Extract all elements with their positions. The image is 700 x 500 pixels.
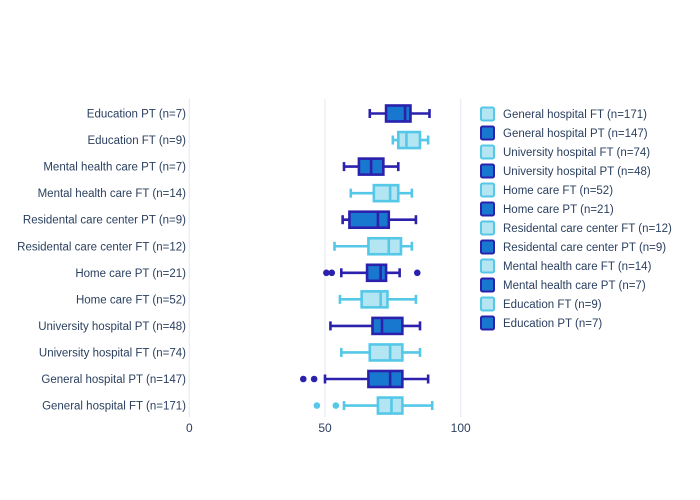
box-residental-care-center-ft-n-12[interactable] — [333, 236, 414, 256]
box-rect — [360, 290, 389, 309]
y-axis-label-education-ft-n-9: Education FT (n=9) — [87, 135, 186, 147]
y-axis-label-residental-care-center-pt-n-9: Residental care center PT (n=9) — [23, 215, 186, 227]
outlier-point — [323, 269, 330, 277]
legend-item-home-care-pt-n-21[interactable]: Home care PT (n=21) — [480, 201, 614, 217]
legend-label: Residental care center FT (n=12) — [503, 223, 672, 235]
legend-item-mental-health-care-pt-n-7[interactable]: Mental health care PT (n=7) — [480, 277, 646, 293]
box-rect — [367, 236, 403, 256]
legend-label: General hospital FT (n=171) — [503, 109, 647, 121]
legend-label: University hospital PT (n=48) — [503, 166, 651, 178]
box-university-hospital-ft-n-74[interactable] — [339, 343, 422, 362]
box-university-hospital-pt-n-48[interactable] — [329, 316, 422, 336]
legend-item-education-pt-n-7[interactable]: Education PT (n=7) — [480, 315, 602, 331]
legend-item-residental-care-center-pt-n-9[interactable]: Residental care center PT (n=9) — [480, 239, 666, 255]
legend-item-mental-health-care-ft-n-14[interactable]: Mental health care FT (n=14) — [480, 258, 652, 274]
box-general-hospital-ft-n-171[interactable] — [313, 396, 434, 415]
legend-swatch — [480, 201, 495, 217]
box-home-care-pt-n-21[interactable] — [323, 263, 421, 283]
legend-item-education-ft-n-9[interactable]: Education FT (n=9) — [480, 296, 602, 312]
legend: General hospital FT (n=171) General hospi… — [480, 106, 672, 331]
y-axis-label-residental-care-center-ft-n-12: Residental care center FT (n=12) — [17, 241, 186, 253]
box-rect — [372, 183, 400, 203]
y-axis-label-university-hospital-ft-n-74: University hospital FT (n=74) — [39, 347, 186, 359]
legend-label: Mental health care FT (n=14) — [503, 261, 652, 273]
legend-swatch — [480, 163, 495, 179]
y-axis-label-home-care-pt-n-21: Home care PT (n=21) — [75, 268, 186, 280]
box-rect — [376, 396, 404, 415]
legend-item-residental-care-center-ft-n-12[interactable]: Residental care center FT (n=12) — [480, 220, 672, 236]
y-axis-label-university-hospital-pt-n-48: University hospital PT (n=48) — [38, 321, 186, 333]
legend-swatch — [480, 258, 495, 274]
legend-label: University hospital FT (n=74) — [503, 147, 650, 159]
x-tick-label: 100 — [451, 421, 471, 435]
outlier-point — [332, 402, 340, 409]
legend-swatch — [480, 182, 495, 198]
box-education-ft-n-9[interactable] — [391, 130, 430, 150]
box-rect — [368, 343, 404, 362]
x-tick-label: 50 — [318, 421, 332, 435]
outlier-point — [413, 269, 421, 277]
legend-swatch — [480, 277, 495, 293]
box-rect — [348, 210, 391, 229]
legend-swatch — [480, 296, 495, 312]
legend-label: Residental care center PT (n=9) — [503, 242, 666, 254]
legend-swatch — [480, 220, 495, 236]
legend-item-home-care-ft-n-52[interactable]: Home care FT (n=52) — [480, 182, 613, 198]
legend-label: General hospital PT (n=147) — [503, 128, 648, 140]
box-general-hospital-pt-n-147[interactable] — [299, 369, 430, 389]
legend-label: Education PT (n=7) — [503, 318, 602, 330]
legend-item-university-hospital-ft-n-74[interactable]: University hospital FT (n=74) — [480, 144, 650, 160]
box-mental-health-care-pt-n-7[interactable] — [342, 157, 400, 176]
x-tick-label: 0 — [186, 421, 193, 435]
y-axis-label-general-hospital-pt-n-147: General hospital PT (n=147) — [41, 374, 186, 386]
legend-label: Mental health care PT (n=7) — [503, 280, 646, 292]
y-axis-label-mental-health-care-ft-n-14: Mental health care FT (n=14) — [38, 188, 187, 200]
y-axis-label-mental-health-care-pt-n-7: Mental health care PT (n=7) — [43, 162, 186, 174]
legend-item-general-hospital-pt-n-147[interactable]: General hospital PT (n=147) — [480, 125, 648, 141]
box-rect — [365, 263, 388, 283]
outlier-point — [328, 269, 336, 277]
box-rect — [396, 130, 422, 150]
legend-swatch — [480, 106, 495, 122]
legend-swatch — [480, 125, 495, 141]
box-education-pt-n-7[interactable] — [368, 104, 431, 123]
legend-swatch — [480, 144, 495, 160]
box-residental-care-center-pt-n-9[interactable] — [341, 210, 418, 229]
y-axis-label-general-hospital-ft-n-171: General hospital FT (n=171) — [42, 401, 186, 413]
box-home-care-ft-n-52[interactable] — [338, 290, 418, 309]
y-axis-label-education-pt-n-7: Education PT (n=7) — [87, 109, 186, 121]
box-rect — [384, 104, 412, 123]
legend-label: Home care FT (n=52) — [503, 185, 613, 197]
legend-label: Home care PT (n=21) — [503, 204, 614, 216]
outlier-point — [310, 375, 318, 383]
legend-item-university-hospital-pt-n-48[interactable]: University hospital PT (n=48) — [480, 163, 651, 179]
box-rect — [371, 316, 404, 336]
outlier-point — [299, 375, 307, 383]
legend-item-general-hospital-ft-n-171[interactable]: General hospital FT (n=171) — [480, 106, 647, 122]
box-mental-health-care-ft-n-14[interactable] — [349, 183, 414, 203]
box-rect — [367, 369, 404, 389]
y-axis-label-home-care-ft-n-52: Home care FT (n=52) — [76, 294, 186, 306]
legend-swatch — [480, 315, 495, 331]
legend-swatch — [480, 239, 495, 255]
legend-label: Education FT (n=9) — [503, 299, 602, 311]
outlier-point — [313, 402, 321, 409]
